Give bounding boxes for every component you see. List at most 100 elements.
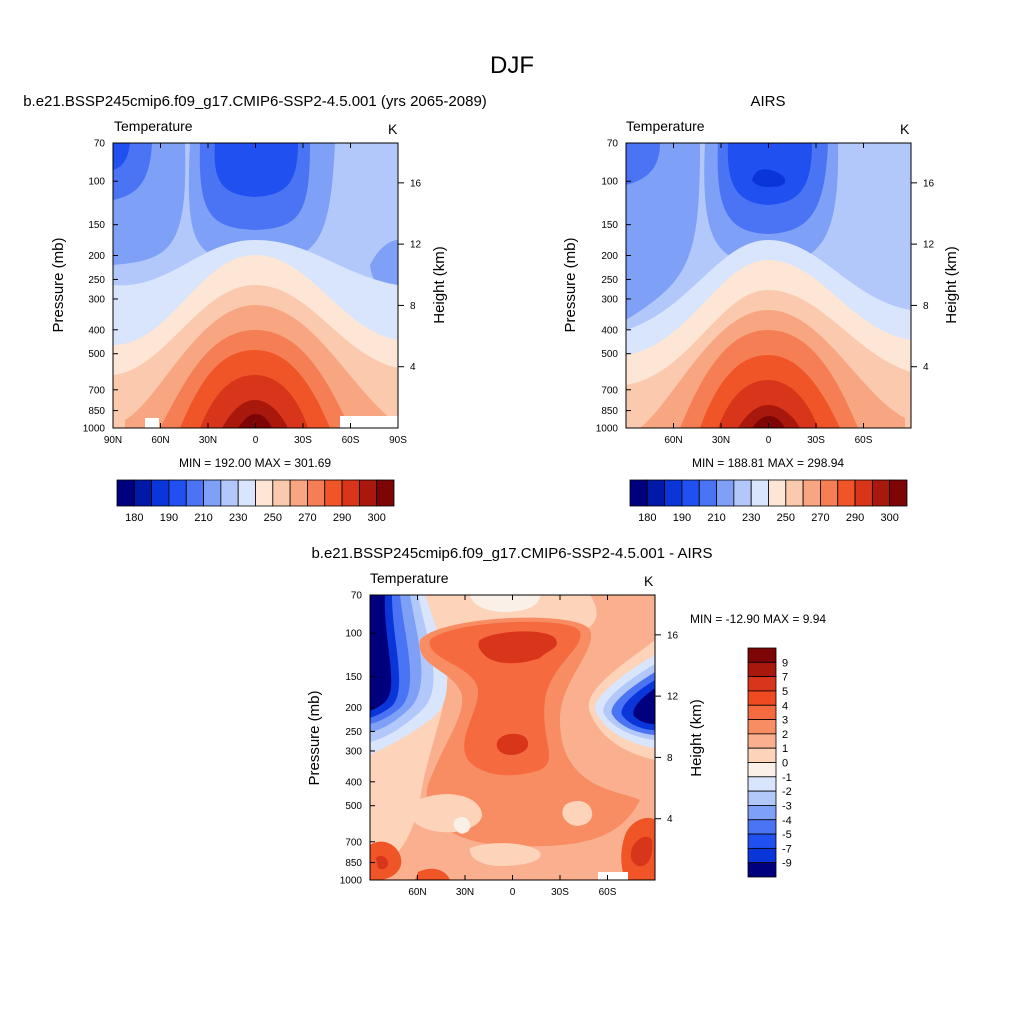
colorbar-swatch — [747, 719, 777, 735]
colorbar-swatch — [324, 479, 343, 507]
x-tick-label: 0 — [766, 435, 772, 446]
band-13 — [238, 414, 272, 428]
x-tick-label: 0 — [510, 887, 516, 898]
colorbar-swatch — [646, 479, 666, 507]
colorbar-swatch — [116, 479, 135, 507]
colorbar-label: -3 — [782, 800, 792, 812]
x-tick-label: 30N — [199, 435, 217, 446]
band-low-light — [562, 800, 593, 826]
colorbar-label: -4 — [782, 815, 792, 827]
y-tick-label: 70 — [351, 591, 363, 602]
y-tick-label: 200 — [601, 251, 618, 262]
y-tick-label: 400 — [88, 325, 105, 336]
band-c-core-top — [478, 631, 557, 664]
y-tick-label: 250 — [88, 275, 105, 286]
colorbar-swatch — [871, 479, 891, 507]
colorbar-swatch — [185, 479, 204, 507]
x-tick-label: 90S — [389, 435, 407, 446]
y-tick-label: 700 — [345, 837, 362, 848]
colorbar-swatch — [376, 479, 395, 507]
panel-model: b.e21.BSSP245cmip6.f09_g17.CMIP6-SSP2-4.… — [23, 93, 487, 524]
colorbar-label: 1 — [782, 743, 788, 755]
colorbar-swatch — [255, 479, 274, 507]
y-tick-label: 400 — [601, 325, 618, 336]
colorbar-label: -5 — [782, 829, 792, 841]
x-tick-label: 90N — [104, 435, 122, 446]
panel-diff-colorbar: 9 7 5 4 3 2 1 0 -1 -2 -3 -4 -5 -7 -9 — [747, 647, 792, 878]
band-top-3 — [214, 143, 298, 197]
panel-obs-ticks: 70 100 150 200 250 300 400 500 700 850 1000 16 12 8 4 6… — [596, 139, 935, 447]
right-tick-label: 12 — [667, 692, 679, 703]
colorbar-label: -1 — [782, 772, 792, 784]
panel-obs-colorbar: 180 190 210 230 250 270 290 300 — [629, 479, 908, 524]
colorbar-swatch — [203, 479, 222, 507]
x-tick-label: 0 — [253, 435, 259, 446]
colorbar-swatch — [820, 479, 839, 507]
band-sw-warm-core — [376, 855, 389, 870]
panel-model-colorbar: 180 190 210 230 250 270 290 300 — [116, 479, 395, 524]
colorbar-label: 300 — [368, 512, 386, 524]
panel-obs-contours — [626, 143, 911, 428]
right-tick-label: 16 — [923, 178, 935, 189]
right-tick-label: 4 — [923, 362, 929, 373]
panel-obs-units-label: K — [900, 121, 910, 137]
panel-diff: b.e21.BSSP245cmip6.f09_g17.CMIP6-SSP2-4.… — [306, 545, 826, 898]
colorbar-label: 230 — [229, 512, 247, 524]
colorbar-swatch — [747, 776, 777, 792]
right-tick-label: 16 — [410, 178, 422, 189]
band-12 — [222, 400, 288, 428]
colorbar-swatch — [664, 479, 683, 507]
colorbar-swatch — [220, 479, 239, 507]
y-tick-label: 100 — [345, 629, 362, 640]
colorbar-label: 270 — [811, 512, 829, 524]
x-tick-label: 60N — [151, 435, 169, 446]
y-tick-label: 250 — [601, 275, 618, 286]
band-c-core-mid — [496, 733, 529, 755]
colorbar-label: -9 — [782, 858, 792, 870]
panel-model-units-label: K — [388, 121, 398, 137]
colorbar-swatch — [854, 479, 873, 507]
y-tick-label: 500 — [601, 349, 618, 360]
colorbar-swatch — [747, 862, 777, 878]
y-tick-label: 500 — [88, 349, 105, 360]
colorbar-swatch — [747, 847, 777, 864]
x-tick-label: 60S — [855, 435, 873, 446]
band-w-6 — [370, 595, 392, 711]
right-tick-label: 12 — [410, 240, 422, 251]
y-tick-label: 1000 — [83, 424, 106, 435]
panel-obs: AIRS Temperature K 70 100 150 200 250 300 400 5… — [562, 93, 960, 524]
band-c-2 — [429, 621, 581, 776]
y-tick-label: 150 — [345, 672, 362, 683]
colorbar-label: 3 — [782, 715, 788, 727]
right-tick-label: 8 — [410, 301, 416, 312]
x-tick-label: 30S — [551, 887, 569, 898]
band-low-zero — [453, 816, 471, 834]
colorbar-label: 2 — [782, 729, 788, 741]
page-title: DJF — [490, 52, 534, 79]
y-tick-label: 700 — [601, 385, 618, 396]
panel-diff-stats: MIN = -12.90 MAX = 9.94 — [690, 612, 826, 626]
colorbar-swatch — [747, 762, 777, 778]
colorbar-swatch — [237, 479, 256, 507]
panel-obs-ylabel-right: Height (km) — [943, 246, 960, 324]
y-tick-label: 850 — [345, 858, 362, 869]
y-tick-label: 200 — [345, 703, 362, 714]
colorbar-label: 270 — [298, 512, 316, 524]
panel-diff-variable-label: Temperature — [370, 570, 449, 586]
band-11 — [718, 380, 818, 428]
colorbar-swatch — [750, 479, 769, 507]
x-tick-label: 60S — [599, 887, 617, 898]
y-tick-label: 850 — [601, 406, 618, 417]
y-tick-label: 200 — [88, 251, 105, 262]
missing-data-patch — [340, 416, 398, 428]
missing-data-patch — [598, 872, 628, 880]
band-nw — [626, 143, 700, 320]
colorbar-label: 230 — [742, 512, 760, 524]
y-tick-label: 100 — [88, 177, 105, 188]
y-tick-label: 70 — [94, 139, 106, 150]
band-nw-inner — [113, 143, 130, 170]
colorbar-swatch — [681, 479, 700, 507]
colorbar-swatch — [747, 833, 777, 849]
colorbar-label: 4 — [782, 700, 788, 712]
